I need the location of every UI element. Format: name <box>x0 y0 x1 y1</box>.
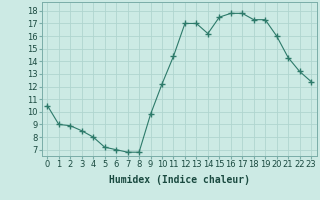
X-axis label: Humidex (Indice chaleur): Humidex (Indice chaleur) <box>109 175 250 185</box>
